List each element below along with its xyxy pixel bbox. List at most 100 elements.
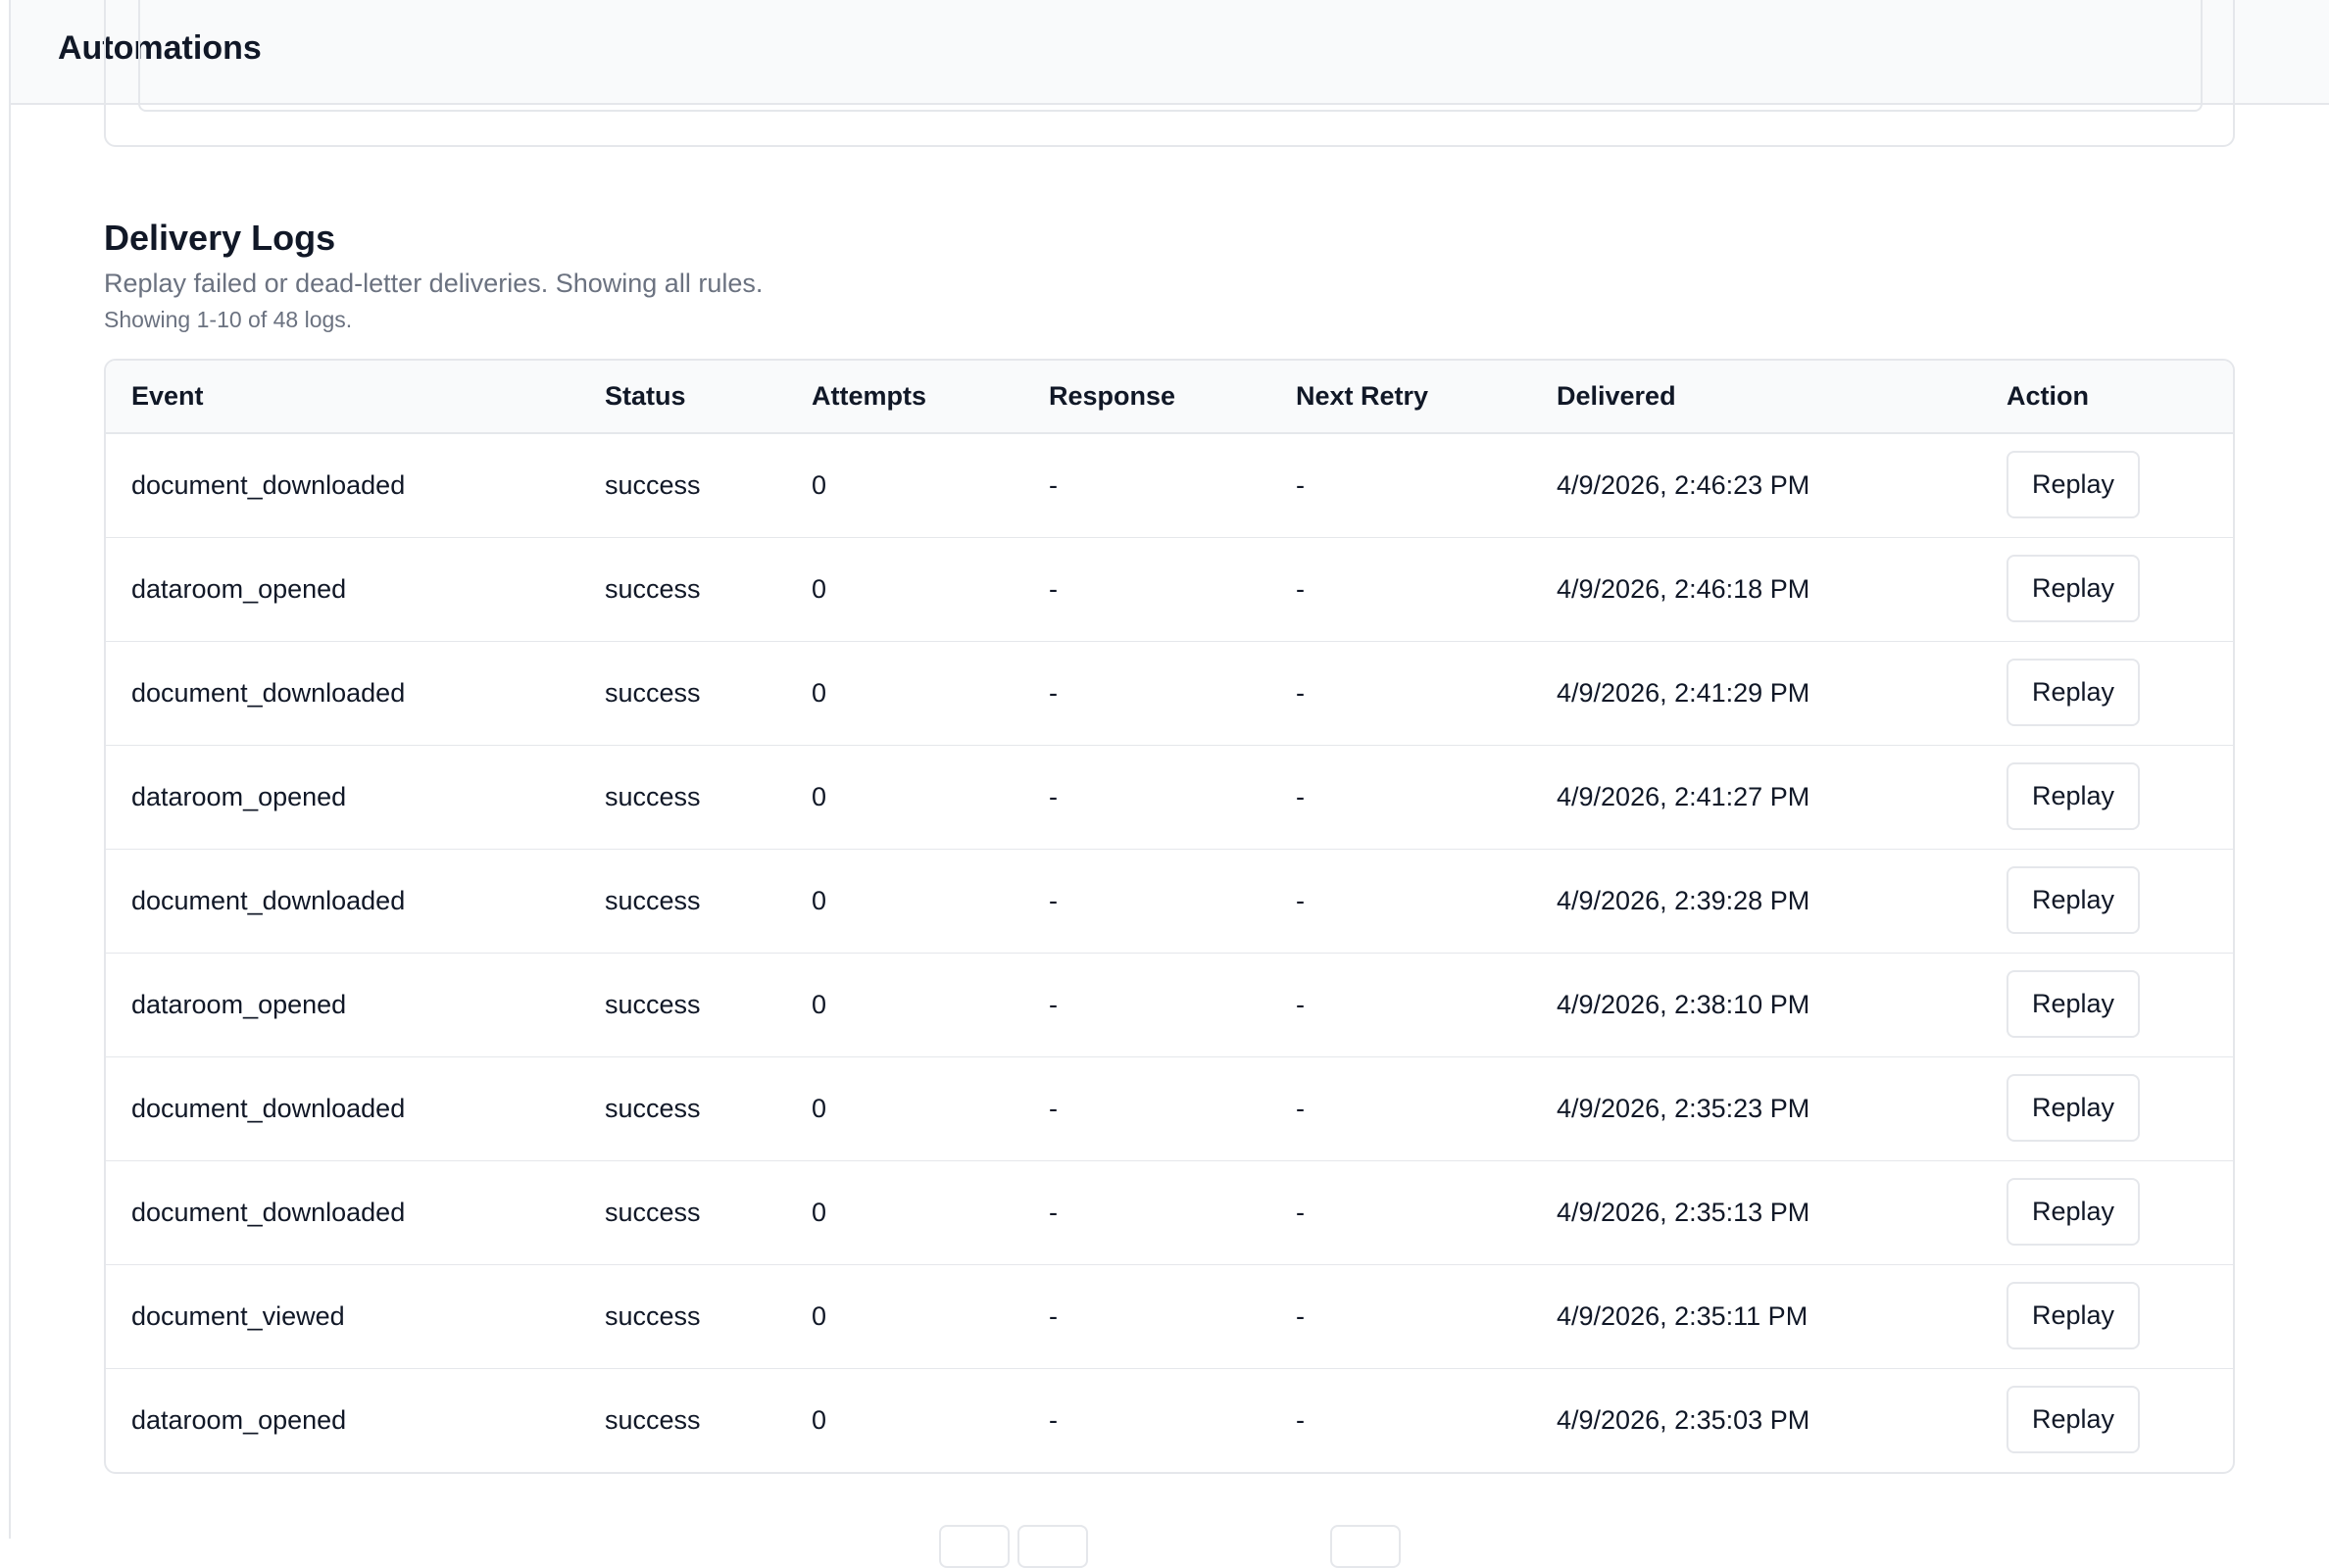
table-cell: - <box>1296 1405 1305 1435</box>
table-cell: 0 <box>812 1094 827 1123</box>
table-row: document_downloaded success 0 - - 4/9/2026, 2… <box>106 1160 2233 1264</box>
pagination-button[interactable] <box>1017 1525 1088 1568</box>
table-cell: 0 <box>812 782 827 811</box>
table-cell: dataroom_opened <box>131 990 347 1019</box>
table-cell: - <box>1296 678 1305 708</box>
table-cell: document_viewed <box>131 1301 345 1331</box>
table-cell: success <box>605 782 701 811</box>
replay-button[interactable]: Replay <box>2007 1386 2140 1453</box>
table-cell: dataroom_opened <box>131 782 347 811</box>
table-cell: - <box>1296 886 1305 915</box>
page-title: Automations <box>58 29 262 67</box>
table-cell: - <box>1049 990 1058 1019</box>
table-cell: document_downloaded <box>131 678 406 708</box>
table-cell: success <box>605 1094 701 1123</box>
table-cell: - <box>1049 1301 1058 1331</box>
table-cell: success <box>605 470 701 500</box>
table-row: document_downloaded success 0 - - 4/9/2026, 2… <box>106 433 2233 537</box>
column-header: Delivered <box>1557 381 1676 411</box>
table-cell: 4/9/2026, 2:35:23 PM <box>1557 1094 1810 1123</box>
replay-button[interactable]: Replay <box>2007 866 2140 934</box>
pagination-button[interactable] <box>1330 1525 1401 1568</box>
replay-button[interactable]: Replay <box>2007 659 2140 726</box>
table-row: document_downloaded success 0 - - 4/9/2026, 2… <box>106 641 2233 745</box>
sidebar-edge <box>0 0 11 1539</box>
replay-button[interactable]: Replay <box>2007 762 2140 830</box>
table-cell: dataroom_opened <box>131 1405 347 1435</box>
table-cell: 0 <box>812 990 827 1019</box>
table-cell: 4/9/2026, 2:39:28 PM <box>1557 886 1810 915</box>
column-header: Status <box>605 381 686 411</box>
log-count: Showing 1-10 of 48 logs. <box>104 307 353 332</box>
table-cell: success <box>605 574 701 604</box>
column-header: Response <box>1049 381 1176 411</box>
table-cell: success <box>605 886 701 915</box>
table-cell: - <box>1049 470 1058 500</box>
table-cell: 4/9/2026, 2:41:29 PM <box>1557 678 1810 708</box>
section-subtitle: Replay failed or dead-letter deliveries.… <box>104 269 764 298</box>
table-cell: 4/9/2026, 2:35:13 PM <box>1557 1198 1810 1227</box>
table-row: dataroom_opened success 0 - - 4/9/2026, 2:41:… <box>106 745 2233 849</box>
table-cell: 0 <box>812 1301 827 1331</box>
table-header: Event Status Attempts Response Next Retry Del… <box>106 361 2233 433</box>
table-cell: success <box>605 990 701 1019</box>
table-cell: - <box>1049 1405 1058 1435</box>
table-cell: - <box>1049 1198 1058 1227</box>
replay-button[interactable]: Replay <box>2007 970 2140 1038</box>
column-header: Event <box>131 381 204 411</box>
column-header: Action <box>2007 381 2089 411</box>
table-cell: 4/9/2026, 2:35:11 PM <box>1557 1301 1809 1331</box>
table-row: document_downloaded success 0 - - 4/9/2026, 2… <box>106 849 2233 953</box>
table-row: document_viewed success 0 - - 4/9/2026, 2:35:… <box>106 1264 2233 1368</box>
column-header: Next Retry <box>1296 381 1429 411</box>
table-cell: document_downloaded <box>131 1094 406 1123</box>
section-title: Delivery Logs <box>104 218 336 258</box>
table-cell: 0 <box>812 1198 827 1227</box>
table-cell: - <box>1049 678 1058 708</box>
table-row: dataroom_opened success 0 - - 4/9/2026, 2:46:… <box>106 537 2233 641</box>
delivery-log-table: Event Status Attempts Response Next Retry Del… <box>104 359 2235 1474</box>
table-cell: document_downloaded <box>131 470 406 500</box>
table-cell: - <box>1296 470 1305 500</box>
table-cell: 4/9/2026, 2:46:23 PM <box>1557 470 1810 500</box>
table-cell: - <box>1296 574 1305 604</box>
table-cell: - <box>1296 782 1305 811</box>
table-row: dataroom_opened success 0 - - 4/9/2026, 2:38:… <box>106 953 2233 1056</box>
table-cell: - <box>1296 990 1305 1019</box>
table-cell: success <box>605 1301 701 1331</box>
previous-card-inner <box>138 0 2203 112</box>
table-cell: success <box>605 1405 701 1435</box>
table-cell: - <box>1296 1198 1305 1227</box>
table-cell: document_downloaded <box>131 1198 406 1227</box>
replay-button[interactable]: Replay <box>2007 555 2140 622</box>
replay-button[interactable]: Replay <box>2007 1178 2140 1246</box>
table-cell: success <box>605 678 701 708</box>
table-cell: 4/9/2026, 2:41:27 PM <box>1557 782 1810 811</box>
replay-button[interactable]: Replay <box>2007 1282 2140 1349</box>
table-cell: - <box>1049 1094 1058 1123</box>
previous-card <box>104 0 2235 147</box>
table-row: dataroom_opened success 0 - - 4/9/2026, 2:35:… <box>106 1368 2233 1472</box>
table-cell: document_downloaded <box>131 886 406 915</box>
table-cell: 4/9/2026, 2:46:18 PM <box>1557 574 1810 604</box>
table-cell: - <box>1296 1301 1305 1331</box>
replay-button[interactable]: Replay <box>2007 1074 2140 1142</box>
top-bar <box>11 0 2329 105</box>
table-cell: - <box>1049 574 1058 604</box>
table-cell: 0 <box>812 886 827 915</box>
table-cell: 0 <box>812 1405 827 1435</box>
replay-button[interactable]: Replay <box>2007 451 2140 518</box>
table-row: document_downloaded success 0 - - 4/9/2026, 2… <box>106 1056 2233 1160</box>
table-cell: - <box>1049 782 1058 811</box>
table-cell: dataroom_opened <box>131 574 347 604</box>
pagination-button[interactable] <box>939 1525 1010 1568</box>
table-cell: 0 <box>812 678 827 708</box>
column-header: Attempts <box>812 381 927 411</box>
table-cell: 4/9/2026, 2:38:10 PM <box>1557 990 1810 1019</box>
table-cell: 0 <box>812 470 827 500</box>
table-cell: 4/9/2026, 2:35:03 PM <box>1557 1405 1810 1435</box>
table-cell: 0 <box>812 574 827 604</box>
table-cell: - <box>1296 1094 1305 1123</box>
table-cell: success <box>605 1198 701 1227</box>
table-cell: - <box>1049 886 1058 915</box>
